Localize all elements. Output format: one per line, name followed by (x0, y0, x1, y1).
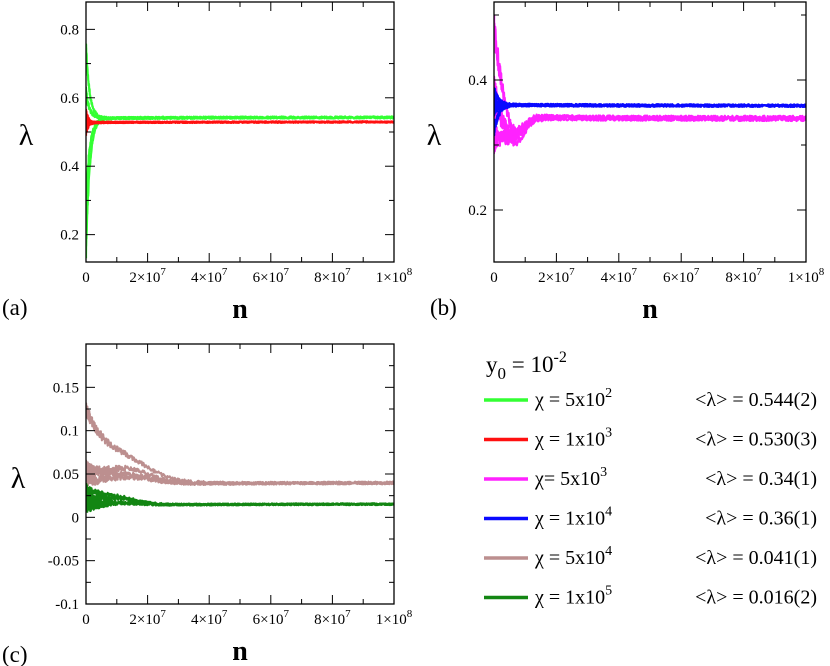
legend-value: <λ> = 0.36(1) (705, 508, 817, 530)
series-line-blue-3 (494, 102, 806, 117)
series-line-red-3 (86, 120, 394, 130)
legend-rows: χ = 5x102 <λ> = 0.544(2) χ = 1x103 <λ> = 0.… (484, 386, 817, 609)
x-tick-label: 4×107 (191, 608, 228, 628)
y-tick-label: 0.4 (468, 73, 487, 89)
x-tick-label: 2×107 (129, 608, 166, 628)
y-tick-label: 0.6 (60, 91, 79, 107)
y-tick-label: 0.2 (60, 228, 79, 244)
panel-b-x-label: n (642, 294, 658, 325)
panel-a-x-label: n (232, 294, 248, 325)
panel-c-x-label: n (232, 636, 248, 666)
series-magenta (494, 14, 806, 155)
series-line-magenta-3 (494, 95, 806, 137)
series-line-magenta-2 (494, 75, 806, 147)
legend: y0 = 10-2 χ = 5x102 <λ> = 0.544(2) χ = 1x1… (484, 349, 817, 609)
y-tick-label: 0.05 (53, 467, 79, 483)
legend-value: <λ> = 0.34(1) (705, 468, 817, 490)
panel-b-y-label: λ (427, 119, 442, 152)
x-tick-label: 8×107 (314, 608, 351, 628)
legend-value: <λ> = 0.016(2) (695, 587, 817, 609)
y-tick-label: 0.2 (468, 203, 487, 219)
x-tick-label: 1×108 (376, 608, 413, 628)
series-line-brown-0 (86, 402, 394, 486)
legend-value: <λ> = 0.041(1) (695, 547, 817, 569)
panel-b-label: (b) (430, 295, 457, 320)
series-line-green-0 (86, 43, 394, 121)
panel-c-series-layer (86, 402, 394, 513)
series-darkgreen (86, 482, 394, 513)
series-line-green-3 (86, 115, 394, 207)
x-tick-label: 1×108 (376, 266, 413, 286)
legend-item: χ= 5x103 <λ> = 0.34(1) (484, 465, 817, 490)
y-tick-label: -0.05 (48, 554, 79, 570)
x-tick-label: 0 (82, 612, 90, 628)
legend-header-mid: = 10 (506, 352, 553, 377)
series-line-brown-3 (86, 472, 394, 488)
x-tick-label: 8×107 (725, 266, 762, 286)
panel-c-label: (c) (2, 642, 28, 666)
legend-item: χ = 5x104 <λ> = 0.041(1) (484, 544, 817, 569)
x-tick-label: 2×107 (538, 266, 575, 286)
panel-b-series-layer (494, 14, 806, 155)
legend-header-sub: 0 (498, 364, 507, 383)
panel-a-chart: 0 2×107 4×107 6×107 8×107 1×108 0.2 0.4 0.6 0.8 λ… (2, 1, 413, 325)
legend-value: <λ> = 0.544(2) (695, 389, 817, 411)
y-tick-label: -0.1 (55, 597, 79, 613)
legend-item: χ = 1x104 <λ> = 0.36(1) (484, 505, 817, 530)
x-tick-label: 0 (490, 270, 498, 286)
y-tick-label: 0.4 (60, 159, 79, 175)
x-tick-label: 0 (82, 270, 90, 286)
y-tick-label: 0.15 (53, 380, 79, 396)
panel-c-y-label: λ (11, 462, 26, 495)
legend-item: χ = 1x105 <λ> = 0.016(2) (484, 584, 817, 609)
panel-b-ticks: 0 2×107 4×107 6×107 8×107 1×108 0.2 0.4 (468, 2, 825, 286)
panel-a-y-label: λ (19, 119, 34, 152)
series-line-green-1 (86, 115, 394, 259)
x-tick-label: 8×107 (314, 266, 351, 286)
panel-a-series-layer (86, 43, 394, 259)
x-tick-label: 4×107 (191, 266, 228, 286)
x-tick-label: 2×107 (129, 266, 166, 286)
x-tick-label: 6×107 (253, 608, 290, 628)
y-tick-label: 0.8 (60, 22, 79, 38)
x-tick-label: 6×107 (663, 266, 700, 286)
y-tick-label: 0.1 (60, 424, 79, 440)
x-tick-label: 6×107 (253, 266, 290, 286)
legend-chi: χ = 1x105 (534, 584, 612, 609)
series-line-darkgreen-3 (86, 498, 394, 508)
series-green (86, 43, 394, 259)
legend-chi: χ = 1x104 (534, 505, 612, 530)
panel-b-frame (493, 1, 807, 263)
panel-b-chart: 0 2×107 4×107 6×107 8×107 1×108 0.2 0.4 λ n (b) (427, 1, 825, 325)
x-tick-label: 1×108 (788, 266, 825, 286)
panel-a-frame (85, 1, 395, 263)
series-brown (86, 402, 394, 488)
legend-chi: χ = 5x104 (534, 544, 612, 569)
series-blue (494, 87, 806, 137)
legend-item: χ = 5x102 <λ> = 0.544(2) (484, 386, 817, 411)
x-tick-label: 4×107 (601, 266, 638, 286)
panel-a-ticks: 0 2×107 4×107 6×107 8×107 1×108 0.2 0.4 0.6 0.8 (60, 2, 413, 286)
legend-header-base: y (486, 352, 498, 377)
y-tick-label: 0 (72, 510, 80, 526)
legend-chi: χ = 5x102 (534, 386, 612, 411)
legend-header-sup: -2 (553, 349, 566, 366)
panel-a-label: (a) (2, 295, 28, 320)
series-line-green-2 (86, 86, 394, 121)
panel-c-chart: 0 2×107 4×107 6×107 8×107 1×108 -0.1 -0.05 0 0.05… (2, 343, 413, 666)
panel-c-ticks: 0 2×107 4×107 6×107 8×107 1×108 -0.1 -0.05 0 0.05… (48, 343, 413, 628)
series-red (86, 108, 394, 136)
legend-value: <λ> = 0.530(3) (695, 429, 817, 451)
legend-chi: χ= 5x103 (534, 465, 607, 490)
legend-header: y0 = 10-2 (486, 349, 567, 383)
legend-item: χ = 1x103 <λ> = 0.530(3) (484, 426, 817, 451)
legend-chi: χ = 1x103 (534, 426, 612, 451)
